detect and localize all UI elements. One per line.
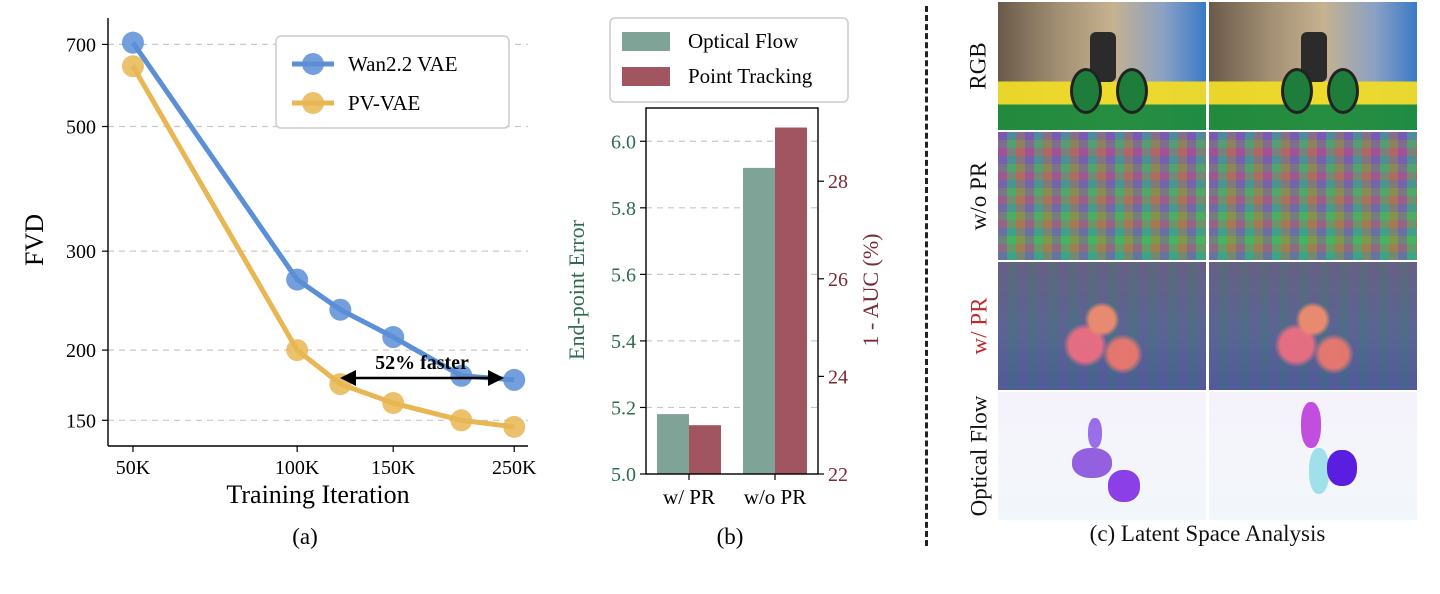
y-axis-label: FVD <box>20 214 49 266</box>
caption-b: (b) <box>717 524 744 549</box>
caption-c: (c) Latent Space Analysis <box>1089 521 1326 546</box>
latent-with-pr-frame-2 <box>1209 262 1417 390</box>
optical-flow-frame-1 <box>998 392 1206 520</box>
rgb-frame-1 <box>998 2 1206 130</box>
y-tick-label: 150 <box>66 410 96 432</box>
bar-point-tracking <box>775 127 807 475</box>
fvd-line-chart: 150 200 300 500 700 50K 100K 150K 250K 52% faste… <box>20 18 537 549</box>
y-tick-label: 200 <box>66 340 96 362</box>
legend-wan-label: Wan2.2 VAE <box>348 52 458 76</box>
data-point-pv <box>382 392 405 415</box>
y-axis-right-label: 1 - AUC (%) <box>858 233 883 346</box>
data-point-pv <box>503 415 526 438</box>
row-label-optical-flow: Optical Flow <box>966 395 991 517</box>
latent-without-pr-frame-2 <box>1209 132 1417 260</box>
row-label-without-pr: w/o PR <box>966 161 992 231</box>
legend-box <box>275 35 510 129</box>
legend-tracking-swatch <box>622 67 670 86</box>
bar-point-tracking <box>689 425 721 474</box>
plot-frame <box>645 107 819 475</box>
latent-with-pr-frame-1 <box>998 262 1206 390</box>
legend-pv-label: PV-VAE <box>348 91 420 115</box>
y-left-tick-label: 5.2 <box>611 397 636 419</box>
legend-flow-swatch <box>622 32 670 51</box>
y-right-tick-label: 28 <box>828 171 848 193</box>
optical-flow-frame-2 <box>1209 392 1417 520</box>
x-tick-label: 250K <box>492 457 537 479</box>
x-tick-label: w/o PR <box>744 485 806 509</box>
x-tick-label: 150K <box>371 457 416 479</box>
data-point-wan <box>503 368 526 391</box>
tick-labels: 150 200 300 500 700 50K 100K 150K 250K <box>66 34 537 479</box>
legend-tracking-label: Point Tracking <box>688 64 813 88</box>
y-right-tick-label: 22 <box>828 464 848 486</box>
legend: Wan2.2 VAE PV-VAE <box>275 35 510 129</box>
latent-without-pr-frame-1 <box>998 132 1206 260</box>
row-label-with-pr: w/ PR <box>966 297 992 355</box>
data-point-wan <box>450 364 473 387</box>
y-axis-left-label: End-point Error <box>564 219 589 360</box>
bar-optical-flow <box>743 167 775 474</box>
y-left-tick-label: 5.0 <box>611 464 636 486</box>
y-tick-label: 500 <box>66 117 96 139</box>
x-tick-label: w/ PR <box>663 485 715 509</box>
panel-divider <box>925 6 928 546</box>
data-point-pv <box>121 55 144 78</box>
caption-a: (a) <box>292 524 318 549</box>
data-point-wan <box>329 298 352 321</box>
legend-pv-marker <box>302 92 324 114</box>
latent-space-panel: RGB w/o PR w/ PR Optical Flow (c) Latent… <box>940 0 1440 594</box>
row-label-rgb: RGB <box>966 42 992 90</box>
axes <box>102 18 528 452</box>
x-tick-label: 50K <box>116 457 151 479</box>
y-left-tick-label: 5.6 <box>611 264 636 286</box>
speedup-label: 52% faster <box>375 352 469 374</box>
y-tick-label: 700 <box>66 34 96 56</box>
data-point-wan <box>382 326 405 349</box>
data-point-pv <box>286 339 309 362</box>
x-axis-label: Training Iteration <box>226 480 409 509</box>
bars-layer <box>657 127 807 475</box>
y-tick-label: 300 <box>66 241 96 263</box>
y-right-tick-label: 26 <box>828 269 848 291</box>
y-left-tick-label: 5.4 <box>611 331 636 353</box>
data-point-pv <box>450 409 473 432</box>
y-right-tick-label: 24 <box>828 366 848 388</box>
x-tick-label: 100K <box>275 457 320 479</box>
data-point-wan <box>286 268 309 291</box>
axes <box>640 107 824 480</box>
y-left-tick-label: 5.8 <box>611 198 636 220</box>
tick-labels: 5.0 5.2 5.4 5.6 5.8 6.0 22 24 26 28 w/ PR w/o PR <box>611 131 848 509</box>
legend-wan-marker <box>302 53 324 75</box>
speedup-annotation: 52% faster <box>340 352 504 386</box>
speedup-arrow-right-head <box>488 370 504 386</box>
rgb-frame-2 <box>1209 2 1417 130</box>
bar-chart: 5.0 5.2 5.4 5.6 5.8 6.0 22 24 26 28 w/ PR w/o PR Op… <box>564 17 883 549</box>
data-point-wan <box>121 31 144 54</box>
y-left-tick-label: 6.0 <box>611 131 636 153</box>
speedup-arrow-left-head <box>340 370 356 386</box>
legend-flow-label: Optical Flow <box>688 29 799 53</box>
legend: Optical Flow Point Tracking <box>609 17 849 103</box>
bar-optical-flow <box>657 414 689 474</box>
